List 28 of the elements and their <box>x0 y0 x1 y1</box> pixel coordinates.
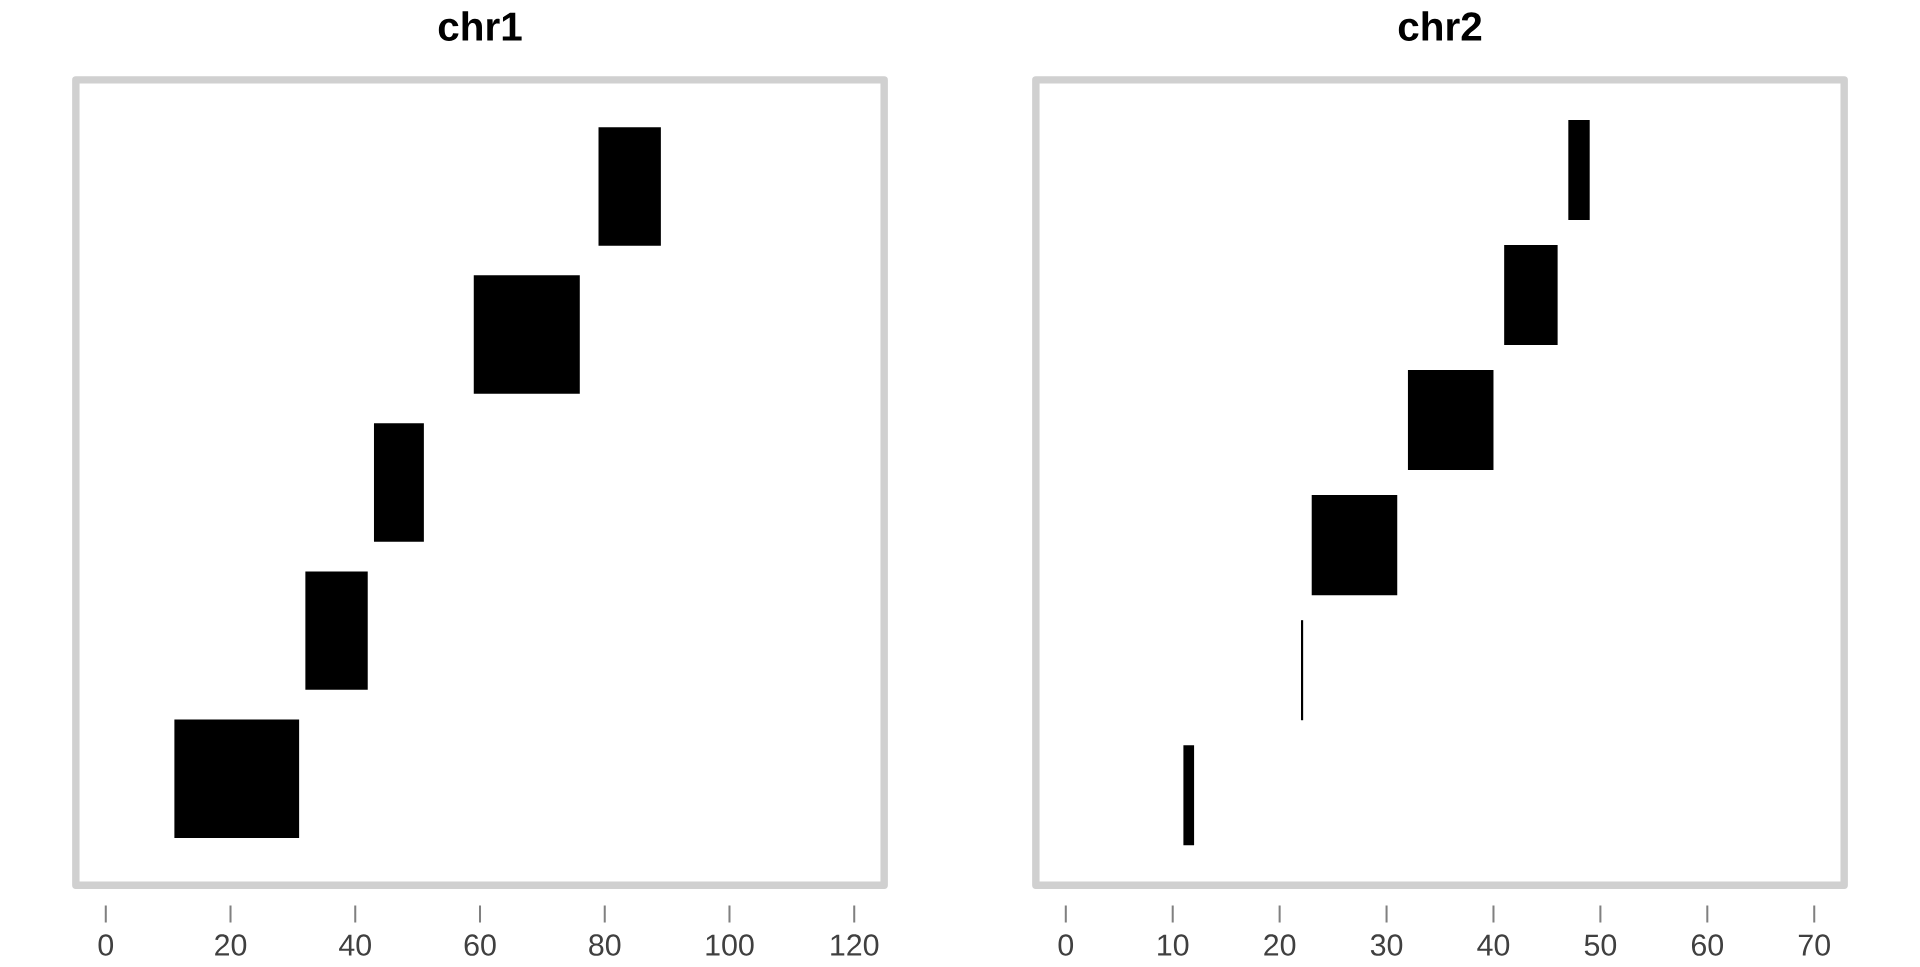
bar <box>473 275 580 394</box>
x-tick-label: 100 <box>706 934 754 956</box>
bar <box>373 423 424 542</box>
x-tick-label: 80 <box>589 934 621 956</box>
x-tick-label: 40 <box>1477 934 1510 956</box>
x-tick-label: 20 <box>215 934 247 956</box>
chart-title: chr1 <box>438 11 522 41</box>
x-tick-label: 60 <box>464 934 496 956</box>
bar <box>305 571 368 690</box>
bar <box>1407 369 1494 471</box>
bar <box>1311 495 1398 596</box>
x-tick-label: 50 <box>1584 934 1617 956</box>
x-tick-label: 30 <box>1370 934 1403 956</box>
x-tick-label: 120 <box>831 934 879 956</box>
bar <box>1504 244 1558 345</box>
bar <box>1183 745 1195 846</box>
bar <box>1301 620 1304 721</box>
chart-title: chr2 <box>1398 11 1482 41</box>
bar <box>598 127 661 246</box>
x-tick-label: 40 <box>339 934 371 956</box>
x-tick-label: 60 <box>1691 934 1724 956</box>
x-tick-label: 20 <box>1264 934 1296 956</box>
bar <box>174 719 300 838</box>
x-tick-label: 10 <box>1158 934 1189 956</box>
x-tick-label: 0 <box>1058 934 1074 956</box>
x-tick-label: 70 <box>1798 934 1830 956</box>
x-tick-label: 0 <box>98 934 114 956</box>
bar <box>1568 119 1590 220</box>
